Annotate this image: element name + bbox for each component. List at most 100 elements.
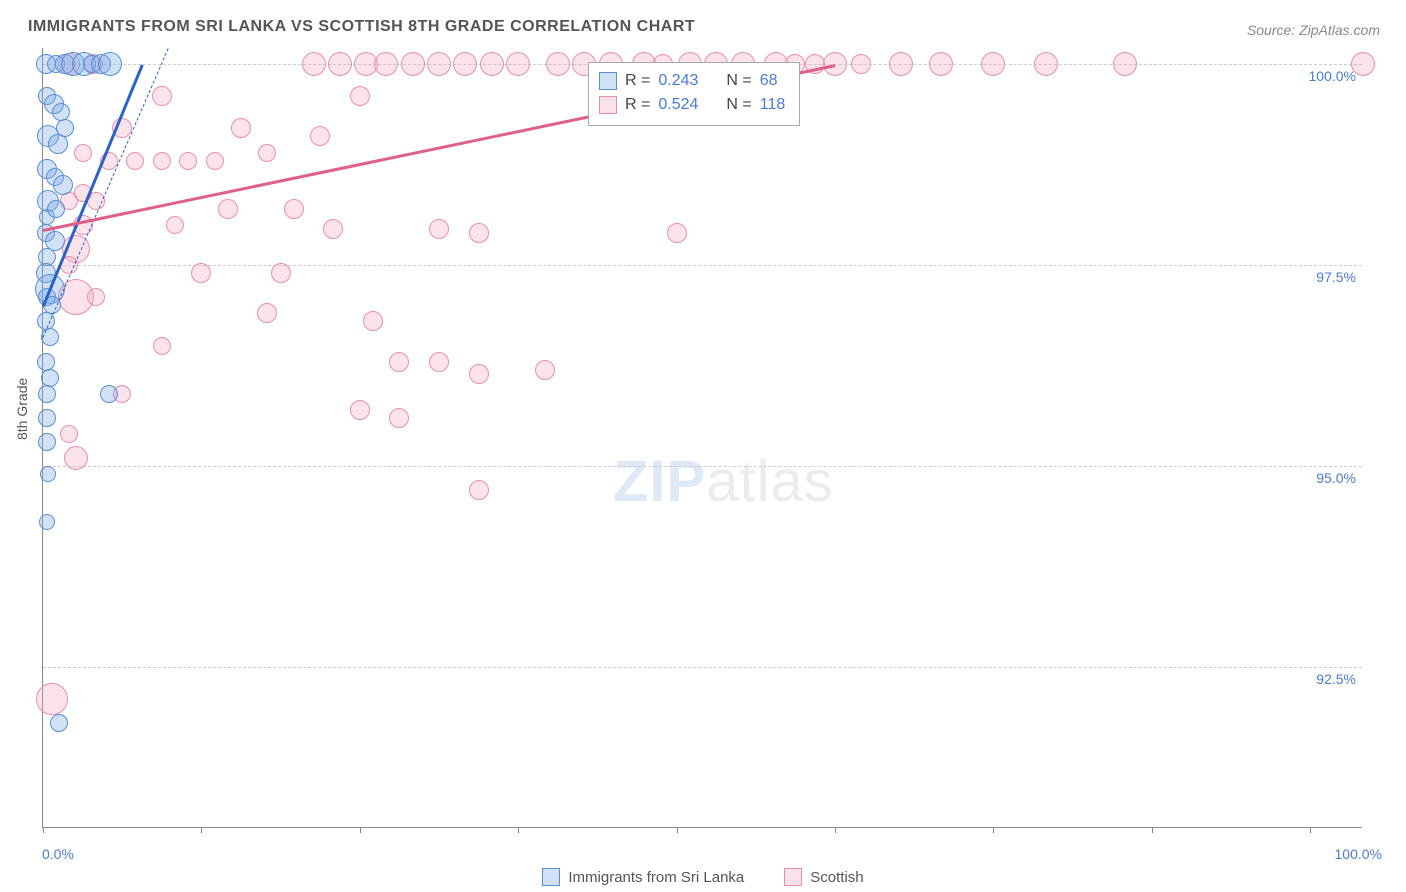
scatter-point xyxy=(48,134,68,154)
watermark-part1: ZIP xyxy=(613,449,706,514)
stat-label-r: R = xyxy=(625,69,650,93)
scatter-point xyxy=(38,385,56,403)
scatter-point xyxy=(929,52,953,76)
stat-label-n: N = xyxy=(726,69,751,93)
stats-box: R = 0.243 N = 68 R = 0.524 N = 118 xyxy=(588,62,800,126)
scatter-point xyxy=(535,360,555,380)
y-tick-label: 97.5% xyxy=(1316,269,1356,285)
plot-area: ZIPatlas 92.5%95.0%97.5%100.0%R =0.243N … xyxy=(42,48,1362,828)
scatter-point xyxy=(53,175,73,195)
scatter-point xyxy=(429,352,449,372)
y-tick-label: 95.0% xyxy=(1316,470,1356,486)
scatter-point xyxy=(37,353,55,371)
scatter-point xyxy=(981,52,1005,76)
stat-label-n: N = xyxy=(726,93,751,117)
scatter-point xyxy=(52,103,70,121)
scatter-point xyxy=(667,223,687,243)
scatter-point xyxy=(401,52,425,76)
x-tick xyxy=(360,827,361,833)
scatter-point xyxy=(206,152,224,170)
stat-value-n: 118 xyxy=(760,93,786,117)
stats-row: R = 0.243 N = 68 xyxy=(599,69,785,93)
scatter-point xyxy=(166,216,184,234)
chart-title: IMMIGRANTS FROM SRI LANKA VS SCOTTISH 8T… xyxy=(28,18,695,36)
legend-swatch xyxy=(599,96,617,114)
scatter-point xyxy=(257,303,277,323)
scatter-point xyxy=(98,52,122,76)
x-tick xyxy=(677,827,678,833)
x-tick xyxy=(518,827,519,833)
scatter-point xyxy=(271,263,291,283)
legend-swatch xyxy=(784,868,802,886)
scatter-point xyxy=(87,288,105,306)
scatter-point xyxy=(153,337,171,355)
legend-item: Scottish xyxy=(784,868,863,886)
scatter-point xyxy=(350,86,370,106)
stat-label-r: R = xyxy=(625,93,650,117)
x-tick-label: 100.0% xyxy=(1335,846,1382,862)
scatter-point xyxy=(40,466,56,482)
scatter-point xyxy=(1113,52,1137,76)
scatter-point xyxy=(546,52,570,76)
x-tick xyxy=(1152,827,1153,833)
scatter-point xyxy=(350,400,370,420)
scatter-point xyxy=(851,54,871,74)
scatter-point xyxy=(328,52,352,76)
scatter-point xyxy=(469,480,489,500)
scatter-point xyxy=(191,263,211,283)
scatter-point xyxy=(310,126,330,146)
scatter-point xyxy=(36,683,68,715)
x-tick xyxy=(43,827,44,833)
scatter-point xyxy=(60,425,78,443)
scatter-point xyxy=(258,144,276,162)
scatter-point xyxy=(64,446,88,470)
scatter-point xyxy=(374,52,398,76)
scatter-point xyxy=(218,199,238,219)
scatter-point xyxy=(389,408,409,428)
scatter-point xyxy=(179,152,197,170)
scatter-point xyxy=(506,52,530,76)
scatter-point xyxy=(153,152,171,170)
scatter-point xyxy=(152,86,172,106)
gridline xyxy=(43,466,1362,467)
y-axis-label: 8th Grade xyxy=(14,378,30,440)
x-tick-label: 0.0% xyxy=(42,846,74,862)
source-label: Source: xyxy=(1247,22,1295,38)
scatter-point xyxy=(389,352,409,372)
scatter-point xyxy=(47,200,65,218)
legend-swatch xyxy=(542,868,560,886)
stat-value-r: 0.243 xyxy=(658,69,698,93)
y-tick-label: 92.5% xyxy=(1316,671,1356,687)
scatter-point xyxy=(1034,52,1058,76)
source-attribution: Source: ZipAtlas.com xyxy=(1247,22,1380,38)
stat-value-r: 0.524 xyxy=(658,93,698,117)
scatter-point xyxy=(363,311,383,331)
x-tick xyxy=(1310,827,1311,833)
gridline xyxy=(43,667,1362,668)
legend-label: Immigrants from Sri Lanka xyxy=(568,869,744,886)
stat-value-n: 68 xyxy=(760,69,778,93)
x-tick xyxy=(835,827,836,833)
legend-label: Scottish xyxy=(810,869,863,886)
scatter-point xyxy=(50,714,68,732)
scatter-point xyxy=(323,219,343,239)
gridline xyxy=(43,265,1362,266)
bottom-legend: Immigrants from Sri Lanka Scottish xyxy=(0,868,1406,886)
scatter-point xyxy=(823,52,847,76)
scatter-point xyxy=(74,144,92,162)
scatter-point xyxy=(126,152,144,170)
scatter-point xyxy=(302,52,326,76)
scatter-point xyxy=(100,385,118,403)
scatter-point xyxy=(469,223,489,243)
scatter-point xyxy=(469,364,489,384)
scatter-point xyxy=(38,409,56,427)
scatter-point xyxy=(231,118,251,138)
scatter-point xyxy=(429,219,449,239)
scatter-point xyxy=(427,52,451,76)
stats-row: R = 0.524 N = 118 xyxy=(599,93,785,117)
legend-swatch xyxy=(599,72,617,90)
x-tick xyxy=(201,827,202,833)
scatter-point xyxy=(41,369,59,387)
legend-item: Immigrants from Sri Lanka xyxy=(542,868,744,886)
scatter-point xyxy=(1351,52,1375,76)
